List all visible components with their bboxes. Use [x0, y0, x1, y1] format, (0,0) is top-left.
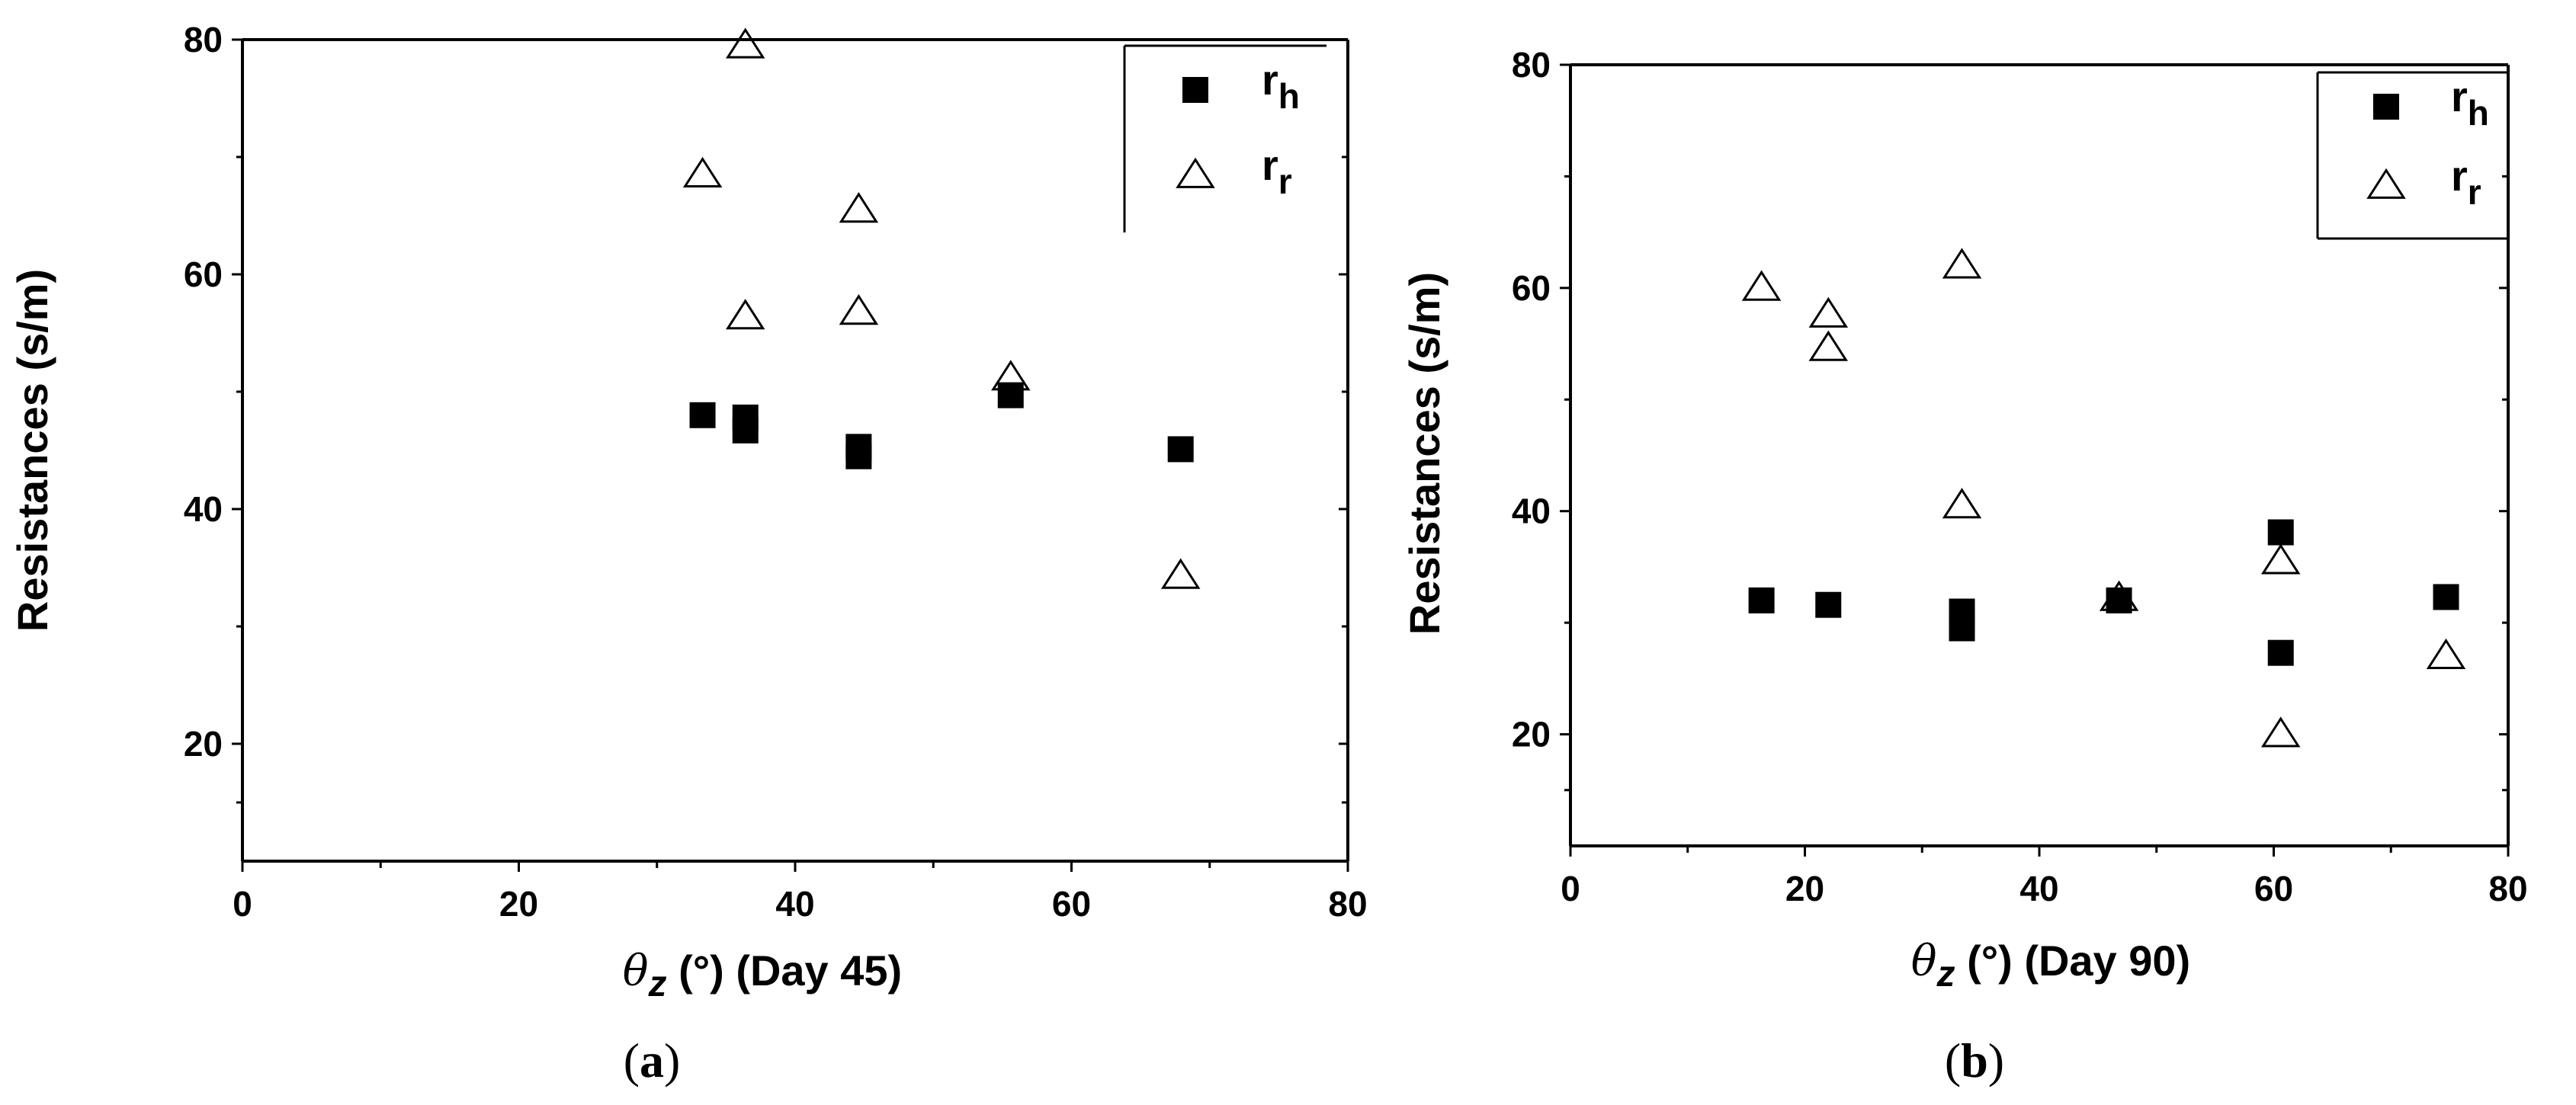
y-axis-title: Resistances (s/m) — [1400, 272, 1448, 635]
x-axis-title-symbol: θ — [1911, 937, 1937, 986]
legend-label-main: r — [1262, 56, 1278, 104]
y-axis-title: Resistances (s/m) — [8, 269, 56, 632]
legend-label-r-h: rh — [2451, 72, 2489, 133]
legend-label-r-h: rh — [1262, 56, 1300, 116]
x-tick-label: 60 — [1052, 884, 1091, 924]
data-point-r-h — [689, 402, 716, 428]
data-point-r-r — [2099, 580, 2139, 611]
x-axis-title-unit: (°) (Day 90) — [1955, 937, 2191, 985]
data-point-r-r — [682, 156, 723, 187]
x-tick-label: 20 — [1785, 869, 1824, 908]
data-point-r-r — [1808, 330, 1849, 361]
y-tick-label: 20 — [184, 724, 223, 764]
data-point-r-h — [1167, 436, 1194, 463]
x-tick-label: 80 — [2488, 869, 2527, 908]
legend-label-subscript: r — [2468, 172, 2481, 212]
legend-marker-r-h — [1182, 77, 1208, 103]
data-point-r-r — [839, 294, 879, 325]
x-axis-title-symbol: θ — [623, 946, 649, 996]
legend-label-r-r: rr — [1262, 141, 1292, 201]
x-axis-title: θz (°) (Day 90) — [1911, 937, 2190, 994]
legend-label-r-r: rr — [2451, 152, 2481, 212]
data-point-r-h — [2433, 584, 2459, 610]
x-tick-label: 0 — [1561, 869, 1580, 908]
panel-caption-open: ( — [1945, 1033, 1961, 1087]
data-point-r-h — [845, 443, 872, 469]
data-point-r-r — [839, 192, 879, 223]
panel-caption-letter: a — [640, 1033, 664, 1087]
legend-label-main: r — [2451, 72, 2468, 120]
data-point-r-r — [725, 299, 765, 330]
x-tick-label: 40 — [2019, 869, 2058, 908]
legend-label-main: r — [1262, 141, 1278, 189]
y-tick-label: 60 — [1512, 268, 1551, 308]
data-point-r-h — [2267, 519, 2294, 546]
x-tick-label: 80 — [1328, 884, 1367, 924]
legend-marker-r-r — [1176, 157, 1215, 188]
legend-marker-r-r — [2366, 168, 2406, 199]
data-point-r-r — [1160, 558, 1201, 589]
panel-caption: (b) — [1945, 1033, 2004, 1087]
panel-caption-close: ) — [1988, 1033, 2004, 1087]
data-point-r-r — [2260, 716, 2301, 748]
legend-label-subscript: h — [2468, 93, 2489, 133]
x-tick-label: 40 — [775, 884, 814, 924]
y-tick-label: 80 — [1512, 45, 1551, 85]
legend-label-main: r — [2451, 152, 2468, 200]
x-tick-label: 0 — [233, 884, 252, 924]
data-point-r-r — [1942, 488, 1982, 519]
x-axis-title-subscript: z — [648, 964, 667, 1004]
data-point-r-r — [1808, 296, 1849, 328]
data-point-r-h — [997, 382, 1024, 408]
data-point-r-h — [1949, 615, 1975, 642]
panel-b: 0 20 40 60 80 20 40 60 80 Resistances (s/m) θz (°)… — [1400, 45, 2528, 1087]
y-tick-label: 60 — [184, 255, 223, 294]
y-tick-label: 20 — [1512, 715, 1551, 754]
panel-caption-open: ( — [624, 1033, 640, 1087]
data-point-r-h — [732, 404, 759, 431]
data-point-r-r — [725, 27, 765, 59]
data-point-r-h — [1748, 587, 1775, 613]
panel-caption: (a) — [624, 1033, 681, 1087]
data-point-r-h — [2267, 639, 2294, 666]
legend-marker-r-h — [2373, 94, 2399, 120]
x-axis-title-unit: (°) (Day 45) — [667, 946, 903, 994]
data-point-r-r — [1741, 270, 1782, 301]
data-point-r-r — [2426, 638, 2466, 669]
data-point-r-r — [1942, 248, 1982, 279]
panel-a: 0 20 40 60 80 20 40 60 80 Resistances (s/m) θz (°)… — [8, 20, 1368, 1087]
data-point-r-h — [1815, 591, 1842, 618]
legend-label-subscript: r — [1278, 162, 1292, 201]
y-tick-label: 80 — [184, 20, 223, 59]
data-point-r-r — [2260, 543, 2301, 575]
panel-caption-close: ) — [664, 1033, 680, 1087]
panel-caption-letter: b — [1961, 1033, 1988, 1087]
x-axis-title: θz (°) (Day 45) — [623, 946, 902, 1004]
legend-label-subscript: h — [1278, 76, 1300, 116]
data-point-r-r — [991, 360, 1031, 391]
x-tick-label: 20 — [499, 884, 538, 924]
y-tick-label: 40 — [1512, 492, 1551, 531]
y-tick-label: 40 — [184, 489, 223, 529]
x-tick-label: 60 — [2254, 869, 2293, 908]
x-axis-title-subscript: z — [1936, 954, 1955, 994]
